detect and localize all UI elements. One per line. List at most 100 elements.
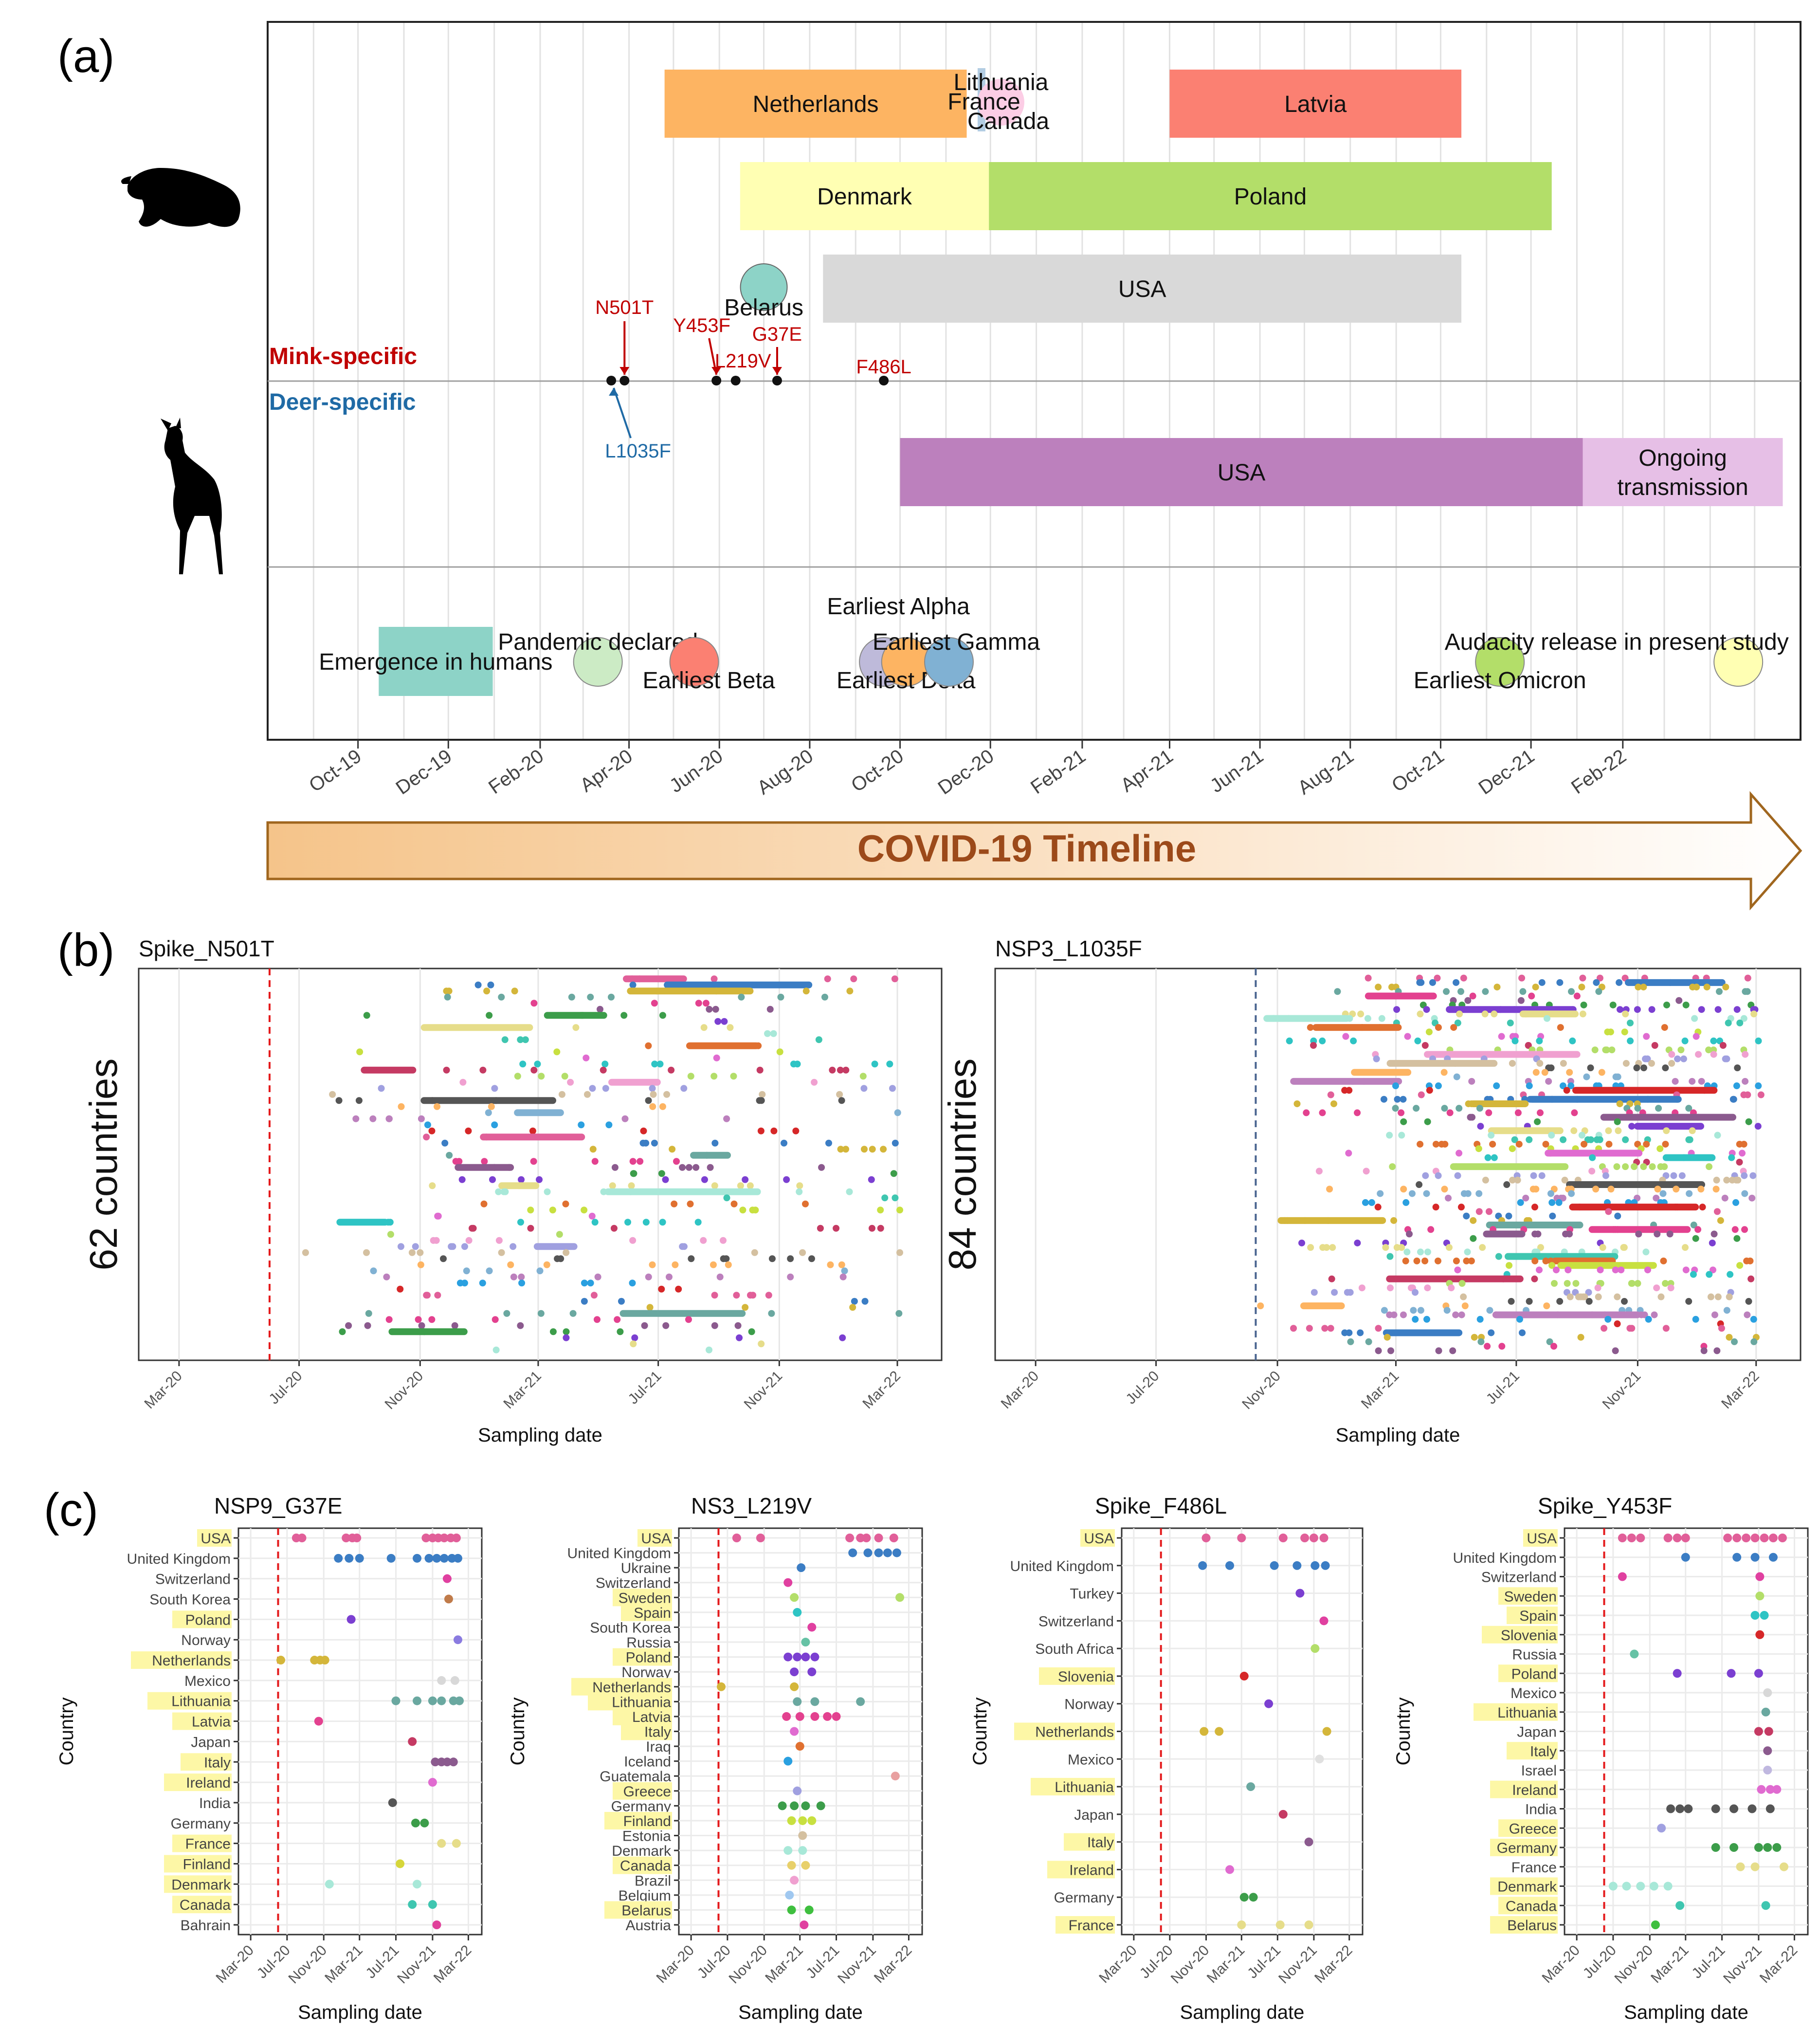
panel-b-point: [588, 1212, 596, 1220]
panel-c-country-label: Germany: [171, 1816, 231, 1832]
panel-b-point: [1731, 1338, 1738, 1345]
panel-c-point: [782, 1712, 791, 1721]
panel-b-point: [1398, 1244, 1405, 1251]
panel-b-point: [1643, 1140, 1650, 1148]
panel-b-point: [620, 1012, 628, 1019]
panel-b-point: [1661, 1024, 1668, 1031]
panel-c-point: [874, 1548, 883, 1557]
panel-c-point: [793, 1652, 802, 1662]
panel-b-point: [1417, 1010, 1424, 1018]
panel-b-point: [1695, 1051, 1702, 1058]
panel-b-point: [534, 1060, 541, 1068]
panel-b-point-run: [1557, 1262, 1657, 1269]
panel-b-point: [491, 1121, 498, 1129]
panel-c-country-label: Canada: [180, 1897, 231, 1913]
panel-c-country-label: Finland: [183, 1856, 231, 1872]
panel-b-point: [1445, 1194, 1452, 1202]
panel-b-point: [530, 1158, 537, 1165]
panel-b-point: [1534, 1118, 1541, 1125]
mink-icon: [121, 168, 240, 227]
panel-c-country-highlight: [1523, 1529, 1558, 1547]
panel-c-country-label: Russia: [626, 1635, 671, 1651]
panel-b-point: [1618, 1266, 1625, 1274]
panel-b-point: [1342, 1033, 1349, 1040]
panel-b-point: [1607, 1028, 1614, 1036]
panel-b-point: [1450, 1024, 1457, 1031]
panel-b-point: [433, 1237, 440, 1244]
panel-b-point: [1454, 1172, 1461, 1179]
mink-bars: Netherlands Latvia Denmark Poland USA Lithuan…: [664, 68, 1552, 323]
panel-b-point: [702, 1000, 710, 1007]
panel-b-point: [1400, 1118, 1407, 1125]
event-label: Earliest Beta: [642, 668, 775, 694]
panel-b-point: [706, 1005, 713, 1013]
panel-b-point-run: [1424, 1051, 1581, 1058]
panel-c-country-label: USA: [1084, 1531, 1114, 1547]
panel-b-point: [1435, 1024, 1442, 1031]
panel-b-point: [1286, 1037, 1293, 1044]
panel-b-point: [801, 1200, 809, 1207]
panel-b-point: [680, 1085, 688, 1092]
mutation-arrowhead: [711, 367, 722, 375]
panel-b-point: [1519, 988, 1527, 995]
panel-c-point: [1300, 1534, 1310, 1542]
panel-b-point: [489, 1176, 496, 1183]
panel-b-point: [629, 1280, 636, 1287]
panel-b-point: [1692, 1235, 1699, 1242]
panel-c-country-label: Japan: [191, 1734, 231, 1750]
panel-b-point: [1555, 1199, 1563, 1206]
panel-b-point: [1690, 1222, 1697, 1229]
panel-c-point: [783, 1846, 793, 1855]
panel-b-point: [423, 1133, 430, 1141]
panel-c-tick-label: Mar-20: [1539, 1942, 1583, 1987]
panel-c-country-label: Italy: [1530, 1743, 1557, 1759]
panel-b-point: [1522, 1194, 1529, 1202]
panel-c-tick-label: Mar-22: [431, 1942, 475, 1987]
panel-b-point: [694, 1219, 702, 1226]
panel-b-tick-label: Jul-20: [266, 1368, 305, 1408]
panel-b-point: [1418, 1091, 1425, 1098]
panel-c-tick-label: Nov-21: [835, 1942, 879, 1987]
panel-b-point: [1734, 1064, 1741, 1072]
panel-b-point: [1528, 992, 1535, 1000]
event-label: Earliest Omicron: [1414, 668, 1586, 694]
panel-c-country-highlight: [613, 1648, 672, 1666]
panel-b-point: [1517, 997, 1525, 1004]
panel-b-point: [383, 1273, 390, 1280]
panel-b-point: [1329, 1244, 1336, 1251]
panel-b-tick-label: Nov-20: [382, 1368, 427, 1413]
panel-c-point: [437, 1676, 446, 1685]
panel-b-point: [645, 1097, 652, 1104]
panel-b-point: [659, 1012, 666, 1019]
panel-c-tick-label: Mar-22: [1757, 1942, 1801, 1987]
panel-b-point-run: [690, 1152, 731, 1159]
panel-b-point: [679, 1164, 686, 1171]
panel-b-point: [582, 1054, 590, 1061]
panel-c-point: [421, 1534, 431, 1542]
panel-c-country-label: Spain: [1519, 1608, 1557, 1624]
panel-b-point: [685, 1316, 692, 1323]
panel-b-point: [1406, 1230, 1413, 1238]
panel-b-point: [1727, 1271, 1734, 1278]
panel-b-point: [765, 1292, 772, 1299]
panel-b-point-run: [1300, 1302, 1345, 1310]
panel-b-point: [841, 1267, 848, 1275]
panel-b-point: [792, 1127, 800, 1134]
panel-b-point: [1334, 988, 1341, 995]
panel-c-country-highlight: [1014, 1722, 1115, 1740]
panel-b-point: [486, 1267, 493, 1275]
panel-c-country-label: Greece: [623, 1784, 671, 1800]
panel-b-point: [824, 975, 831, 983]
panel-b-point: [1426, 1087, 1433, 1094]
panel-b-point: [1634, 1006, 1641, 1013]
panel-b-point: [1736, 1019, 1744, 1026]
panel-b-point: [1491, 1154, 1498, 1161]
panel-b-point: [1526, 1082, 1533, 1090]
panel-b-point: [1328, 1275, 1335, 1282]
panel-c-point: [431, 1757, 440, 1767]
panel-c-point: [717, 1682, 726, 1691]
panel-b-point-run: [1483, 1230, 1526, 1238]
panel-b-point: [527, 1225, 534, 1232]
panel-b-point: [519, 1060, 527, 1068]
